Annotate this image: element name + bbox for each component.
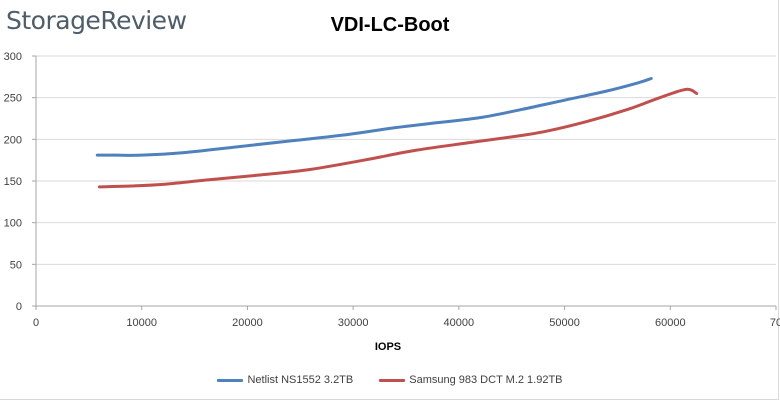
x-tick-label: 70 (770, 317, 780, 329)
y-tick-label: 300 (4, 51, 22, 63)
legend-item-2: Samsung 983 DCT M.2 1.92TB (379, 374, 563, 386)
series-lines (95, 77, 699, 189)
y-tick-label: 100 (4, 218, 22, 230)
legend-swatch (379, 378, 406, 382)
chart-title: VDI-LC-Boot (330, 14, 450, 36)
legend-label: Netlist NS1552 3.2TB (247, 374, 354, 386)
legend-item-1: Netlist NS1552 3.2TB (217, 374, 353, 386)
x-tick-label: 20000 (232, 317, 263, 329)
legend: Netlist NS1552 3.2TB Samsung 983 DCT M.2 … (0, 374, 780, 386)
series-line-2 (97, 87, 699, 189)
x-tick-label: 40000 (444, 317, 475, 329)
x-axis-title: IOPS (375, 341, 401, 353)
y-tick-label: 0 (16, 301, 22, 313)
y-tick-label: 150 (4, 176, 22, 188)
x-tick-label: 10000 (126, 317, 157, 329)
gridlines (36, 55, 776, 265)
x-tick-label: 30000 (338, 317, 369, 329)
x-tick-label: 60000 (655, 317, 686, 329)
series-line-1 (95, 77, 653, 157)
x-tick-label: 50000 (549, 317, 580, 329)
tick-labels: 0 10000 20000 30000 40000 50000 60000 70 0 50 100 1… (4, 51, 780, 329)
y-tick-label: 250 (4, 93, 22, 105)
y-tick-label: 200 (4, 134, 22, 146)
axes (32, 55, 777, 310)
brand-logo: StorageReview (6, 6, 187, 35)
legend-label: Samsung 983 DCT M.2 1.92TB (409, 374, 563, 386)
legend-swatch (217, 378, 244, 382)
y-tick-label: 50 (10, 259, 22, 271)
x-tick-label: 0 (33, 317, 39, 329)
